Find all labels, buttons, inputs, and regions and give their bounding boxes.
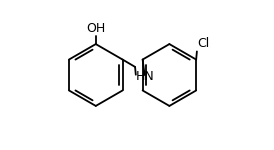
Text: OH: OH [86,21,105,34]
Text: HN: HN [136,70,155,83]
Text: Cl: Cl [197,37,210,50]
